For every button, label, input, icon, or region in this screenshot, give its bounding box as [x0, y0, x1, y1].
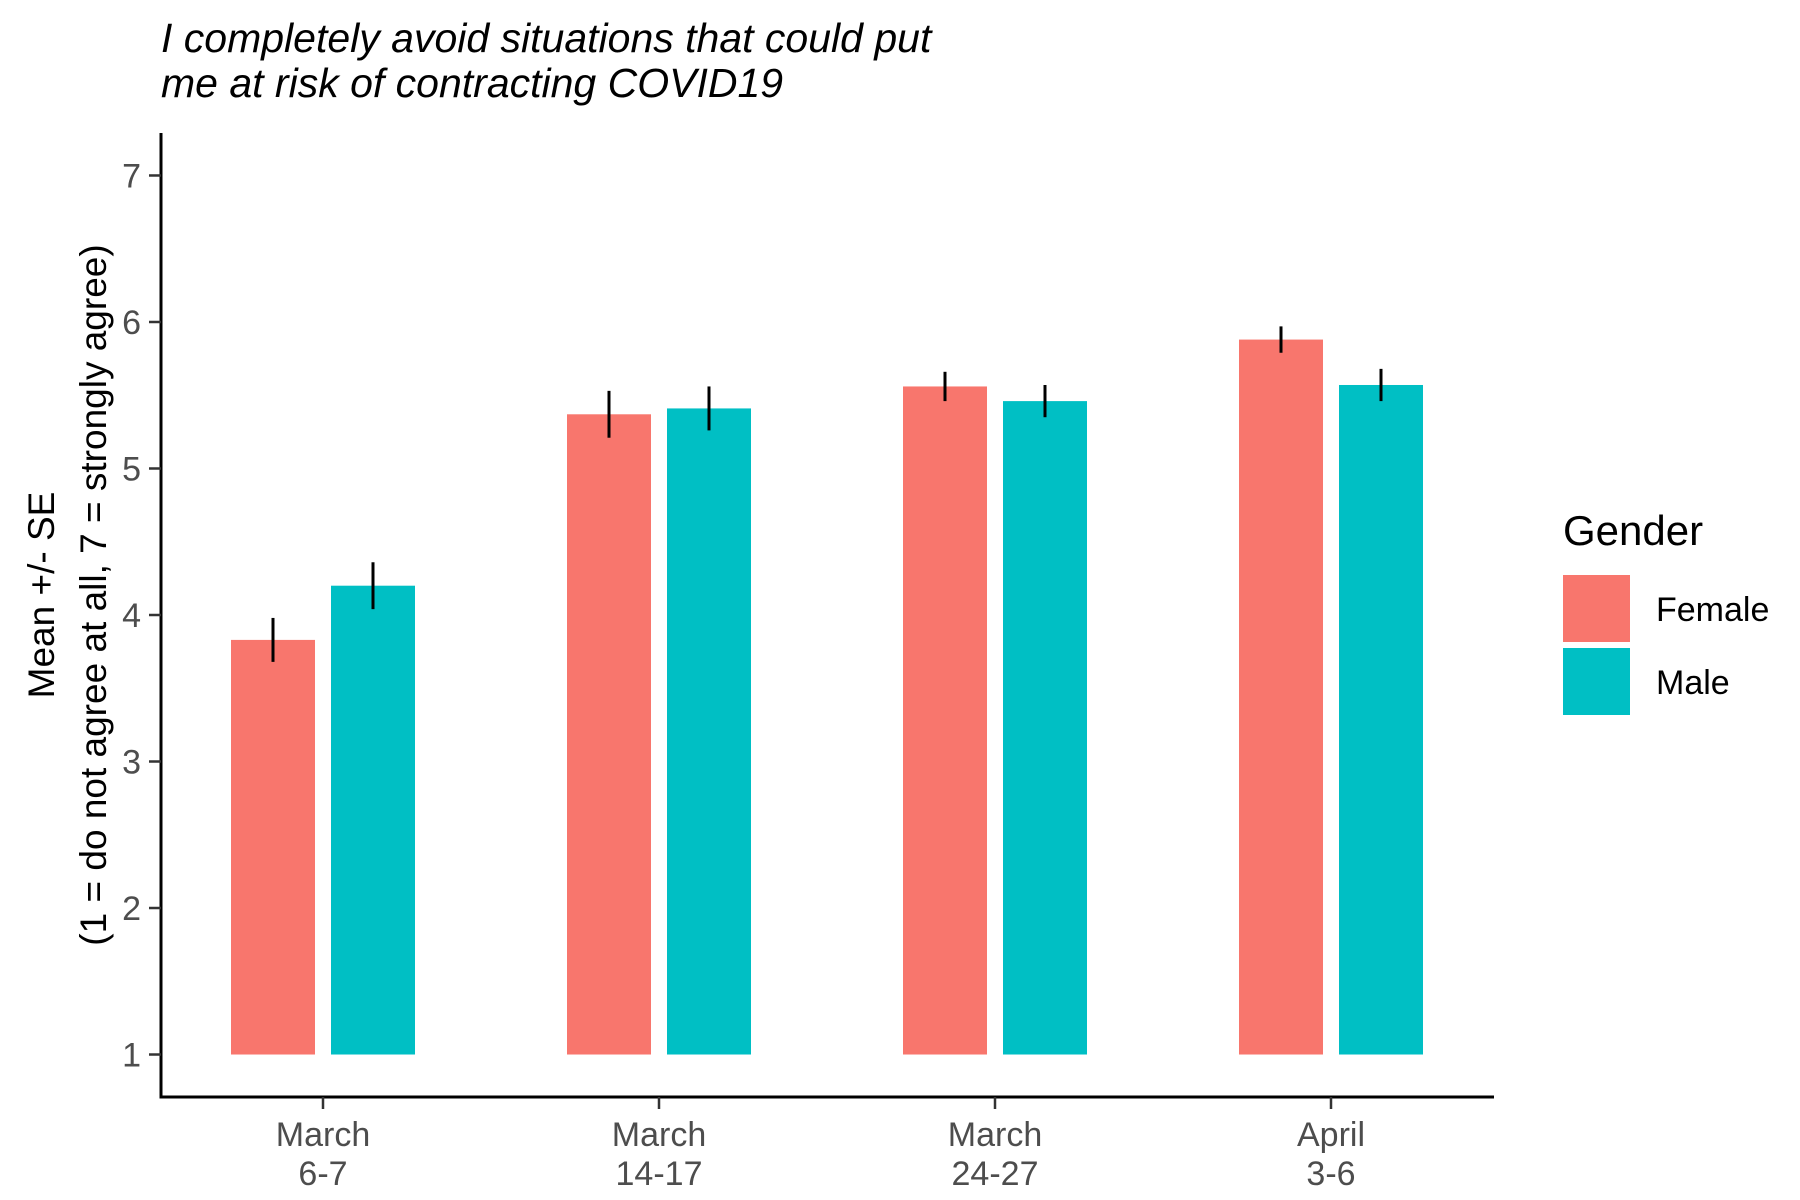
x-tick-label: March	[276, 1116, 370, 1154]
x-tick-label: 24-27	[952, 1155, 1039, 1193]
legend-label-male: Male	[1656, 664, 1730, 702]
x-tick-label: March	[612, 1116, 706, 1154]
y-tick-label: 5	[122, 450, 141, 488]
x-tick-label: 3-6	[1306, 1155, 1355, 1193]
bar-female-0	[231, 639, 315, 1055]
bar-female-1	[567, 414, 651, 1055]
y-tick-label: 6	[122, 304, 141, 342]
chart-title-line: I completely avoid situations that could…	[161, 15, 933, 61]
y-tick-label: 7	[122, 157, 141, 195]
x-tick-label: April	[1297, 1116, 1365, 1154]
y-tick-label: 2	[122, 890, 141, 928]
bar-female-2	[903, 386, 987, 1055]
legend-key-male	[1563, 648, 1630, 715]
x-tick-label: 14-17	[616, 1155, 703, 1193]
y-tick-label: 1	[122, 1037, 141, 1075]
bar-male-2	[1003, 401, 1087, 1055]
y-axis-title-line: (1 = do not agree at all, 7 = strongly a…	[73, 244, 114, 945]
bar-male-0	[331, 585, 415, 1055]
y-tick-label: 3	[122, 744, 141, 782]
bar-male-3	[1339, 384, 1423, 1055]
bar-female-3	[1239, 339, 1323, 1055]
legend-label-female: Female	[1656, 591, 1769, 629]
bar-male-1	[667, 408, 751, 1055]
legend: Gender Female Male	[1563, 507, 1769, 715]
y-axis-title-line: Mean +/- SE	[21, 492, 62, 699]
legend-key-female	[1563, 575, 1630, 642]
chart-title: I completely avoid situations that could…	[161, 15, 933, 106]
plot-area	[231, 326, 1423, 1055]
x-tick-label: March	[948, 1116, 1042, 1154]
x-tick-label: 6-7	[298, 1155, 347, 1193]
y-axis-title-text: Mean +/- SE (1 = do not agree at all, 7 =…	[21, 244, 114, 945]
legend-title: Gender	[1563, 507, 1703, 554]
y-tick-label: 4	[122, 597, 141, 635]
chart-title-line: me at risk of contracting COVID19	[161, 60, 783, 106]
y-axis-title: Mean +/- SE (1 = do not agree at all, 7 =…	[21, 244, 114, 945]
axes: 1234567March6-7March14-17March24-27April…	[122, 133, 1494, 1193]
